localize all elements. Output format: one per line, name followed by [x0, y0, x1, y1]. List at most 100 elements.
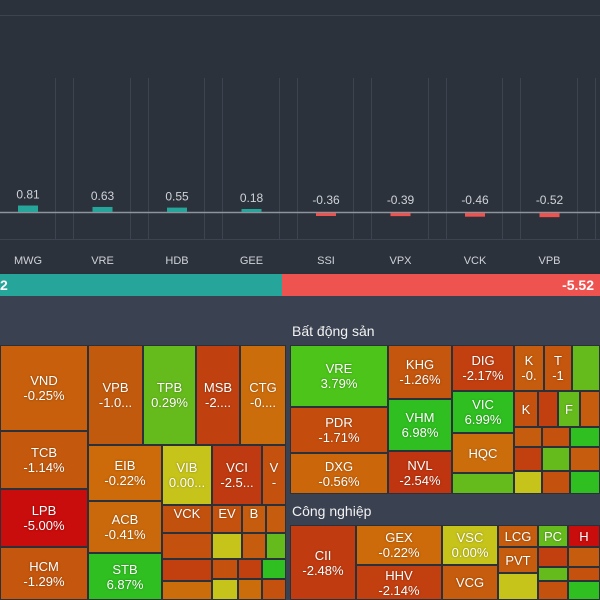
tile-hhv[interactable]: HHV -2.14%: [356, 565, 442, 600]
tile-small[interactable]: [538, 581, 568, 600]
bar-ssi[interactable]: [316, 213, 336, 216]
value-label: 0.55: [165, 190, 189, 204]
category-label: VCK: [464, 255, 487, 267]
tile-lpb[interactable]: LPB -5.00%: [0, 489, 88, 547]
tile-cii[interactable]: CII -2.48%: [290, 525, 356, 600]
tile-small[interactable]: [538, 567, 568, 581]
value-label: -0.46: [461, 193, 489, 207]
tile-small[interactable]: [162, 559, 212, 581]
bar-vpb[interactable]: [539, 213, 560, 218]
tile-b[interactable]: B: [242, 505, 266, 533]
tile-dxg[interactable]: DXG -0.56%: [290, 453, 388, 494]
tile-small[interactable]: [242, 533, 266, 559]
tile-hcm[interactable]: HCM -1.29%: [0, 547, 88, 600]
tile-gex[interactable]: GEX -0.22%: [356, 525, 442, 565]
sector-header-industrial[interactable]: Công nghiệp: [288, 498, 600, 524]
tile-vck[interactable]: VCK: [162, 505, 212, 533]
tile-small[interactable]: [542, 471, 570, 494]
tile-t[interactable]: T -1: [544, 345, 572, 391]
category-label: GEE: [240, 255, 263, 267]
tile-hqc[interactable]: HQC: [452, 433, 514, 473]
tile-pc[interactable]: PC: [538, 525, 568, 547]
value-label: -0.39: [387, 193, 415, 207]
value-label: 0.63: [91, 189, 115, 203]
tile-small[interactable]: [266, 505, 286, 533]
bar-vck[interactable]: [465, 213, 485, 217]
tile-vsc[interactable]: VSC 0.00%: [442, 525, 498, 565]
value-label: 0.18: [240, 191, 264, 205]
tile-small[interactable]: [570, 471, 600, 494]
tile-msb[interactable]: MSB -2....: [196, 345, 240, 445]
tile-dig[interactable]: DIG -2.17%: [452, 345, 514, 391]
tile-small[interactable]: [266, 533, 286, 559]
category-label: VPX: [389, 255, 412, 267]
negative-impact-value: -5.52: [562, 277, 594, 293]
tile-pdr[interactable]: PDR -1.71%: [290, 407, 388, 453]
tile-small[interactable]: [212, 533, 242, 559]
sector-header-banking[interactable]: [0, 318, 286, 344]
bar-vpx[interactable]: [390, 213, 411, 217]
bar-mwg[interactable]: [18, 205, 38, 212]
positive-impact-bar: 2: [0, 274, 282, 296]
positive-impact-value: 2: [0, 277, 8, 293]
tile-small[interactable]: [570, 447, 600, 471]
tile-small[interactable]: [514, 471, 542, 494]
tile-tcb[interactable]: TCB -1.14%: [0, 431, 88, 489]
tile-small[interactable]: [262, 559, 286, 579]
tile-small[interactable]: [542, 427, 570, 447]
tile-small[interactable]: [162, 581, 212, 600]
tile-vib[interactable]: VIB 0.00...: [162, 445, 212, 505]
tile-vhm[interactable]: VHM 6.98%: [388, 399, 452, 451]
tile-small[interactable]: [452, 473, 514, 494]
tile-small[interactable]: [162, 533, 212, 559]
tile-small[interactable]: [538, 547, 568, 567]
tile-small[interactable]: [568, 547, 600, 567]
category-label: VPB: [538, 255, 560, 267]
tile-khg[interactable]: KHG -1.26%: [388, 345, 452, 399]
negative-impact-bar: -5.52: [282, 274, 600, 296]
tile-small[interactable]: [262, 579, 286, 600]
tile-small[interactable]: [580, 391, 600, 427]
tile-pvt[interactable]: PVT: [498, 547, 538, 573]
tile-vnd[interactable]: VND -0.25%: [0, 345, 88, 431]
tile-small[interactable]: [572, 345, 600, 391]
tile-vre[interactable]: VRE 3.79%: [290, 345, 388, 407]
tile-small[interactable]: [514, 427, 542, 447]
tile-small[interactable]: [238, 559, 262, 579]
tile-eib[interactable]: EIB -0.22%: [88, 445, 162, 501]
tile-small[interactable]: [570, 427, 600, 447]
category-label: SSI: [317, 255, 335, 267]
tile-small[interactable]: [514, 447, 542, 471]
bar-gee[interactable]: [241, 209, 262, 212]
tile-vpb[interactable]: VPB -1.0...: [88, 345, 143, 445]
tile-f[interactable]: F: [558, 391, 580, 427]
tile-small[interactable]: [542, 447, 570, 471]
tile-k1[interactable]: K -0.: [514, 345, 544, 391]
tile-lcg[interactable]: LCG: [498, 525, 538, 547]
tile-acb[interactable]: ACB -0.41%: [88, 501, 162, 553]
tile-small[interactable]: [238, 579, 262, 600]
bar-vre[interactable]: [92, 206, 113, 212]
contribution-bar-chart: 0.81 MWG 0.63 VRE 0.55 HDB 0.18 GEE -0.36 SSI -0.3…: [0, 0, 600, 272]
category-label: VRE: [91, 255, 114, 267]
tile-small[interactable]: [568, 567, 600, 581]
tile-ev[interactable]: EV: [212, 505, 242, 533]
tile-v[interactable]: V-: [262, 445, 286, 505]
tile-k2[interactable]: K: [514, 391, 538, 427]
sector-header-real-estate[interactable]: Bất động sản: [288, 318, 600, 344]
tile-nvl[interactable]: NVL -2.54%: [388, 451, 452, 494]
tile-stb[interactable]: STB 6.87%: [88, 553, 162, 600]
tile-small[interactable]: [538, 391, 558, 427]
bar-hdb[interactable]: [167, 207, 187, 212]
tile-tpb[interactable]: TPB 0.29%: [143, 345, 196, 445]
tile-h[interactable]: H: [568, 525, 600, 547]
tile-vci[interactable]: VCI -2.5...: [212, 445, 262, 505]
tile-ctg[interactable]: CTG -0....: [240, 345, 286, 445]
tile-vcg[interactable]: VCG: [442, 565, 498, 600]
tile-small[interactable]: [498, 573, 538, 600]
tile-vic[interactable]: VIC 6.99%: [452, 391, 514, 433]
tile-small[interactable]: [212, 579, 238, 600]
value-label: -0.36: [312, 193, 340, 207]
tile-small[interactable]: [212, 559, 238, 579]
tile-small[interactable]: [568, 581, 600, 600]
